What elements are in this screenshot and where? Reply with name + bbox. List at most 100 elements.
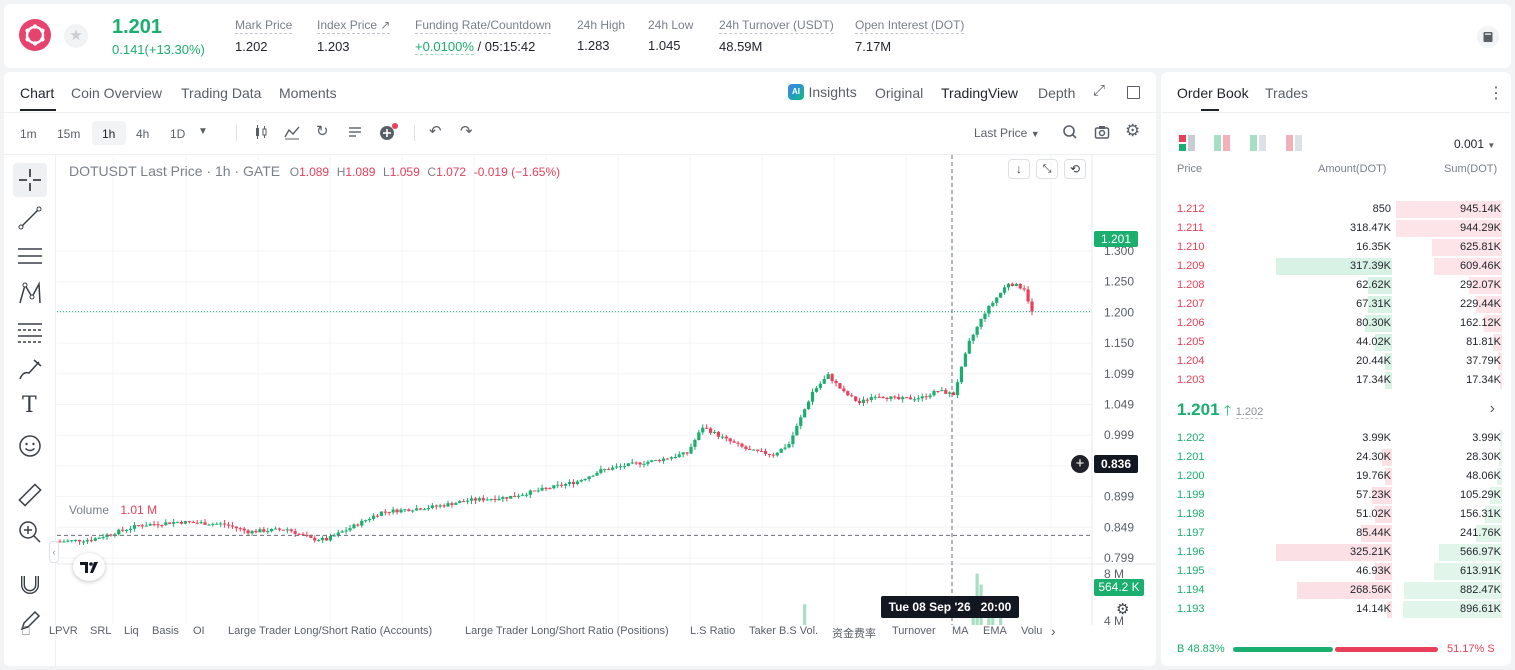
indicator-ls-positions[interactable]: Large Trader Long/Short Ratio (Positions… [465, 625, 669, 637]
candle-up [438, 505, 442, 507]
bid-row[interactable]: 1.196 325.21K 566.97K [1161, 543, 1511, 562]
candle-down [728, 438, 732, 442]
tab-chart[interactable]: Chart [20, 85, 55, 101]
templates-icon[interactable] [347, 124, 363, 145]
indicator-lpvr[interactable]: LPVR [49, 625, 78, 637]
interval-15m[interactable]: 15m [57, 127, 81, 141]
indicator-volume[interactable]: Volu [1021, 625, 1043, 637]
bid-sum: 566.97K [1460, 546, 1501, 558]
mid-price-row[interactable]: 1.201 🡑 1.202 › [1177, 400, 1495, 422]
ask-row[interactable]: 1.208 62.62K 292.07K [1161, 276, 1511, 295]
ask-row[interactable]: 1.203 17.34K 17.34K [1161, 371, 1511, 390]
crosshair-icon[interactable] [13, 163, 47, 197]
ask-row[interactable]: 1.205 44.02K 81.81K [1161, 333, 1511, 352]
notebook-icon[interactable] [1477, 26, 1499, 48]
ask-row[interactable]: 1.204 20.44K 37.79K [1161, 352, 1511, 371]
undo-icon[interactable]: ↶ [429, 123, 442, 140]
indicators-icon[interactable] [284, 124, 300, 145]
interval-1h-active[interactable] [92, 121, 126, 145]
tab-trades[interactable]: Trades [1265, 85, 1309, 101]
index-price-link[interactable]: Index Price ↗ [317, 18, 391, 34]
replay-icon[interactable]: ↻ [316, 123, 329, 140]
expand-icon[interactable]: ⤢ [1093, 82, 1106, 99]
indicator-liq[interactable]: Liq [124, 625, 139, 637]
view-tradingview[interactable]: TradingView [941, 85, 1019, 101]
scroll-to-latest-icon[interactable]: ↓ [1008, 159, 1030, 179]
view-asks-icon[interactable] [1286, 135, 1302, 156]
redo-icon[interactable]: ↷ [460, 123, 473, 140]
fib-icon[interactable] [17, 319, 43, 350]
ask-row[interactable]: 1.211 318.47K 944.29K [1161, 219, 1511, 238]
view-both-alt-icon[interactable] [1214, 135, 1230, 156]
window-icon[interactable] [1127, 86, 1140, 99]
interval-4h[interactable]: 4h [136, 127, 150, 141]
bid-row[interactable]: 1.202 3.99K 3.99K [1161, 429, 1511, 448]
insights-tab[interactable]: AI Insights [788, 83, 857, 101]
tab-order-book[interactable]: Order Book [1177, 85, 1249, 101]
text-icon[interactable]: T [22, 393, 37, 418]
bid-row[interactable]: 1.199 57.23K 105.29K [1161, 486, 1511, 505]
reset-chart-icon[interactable]: ⟲ [1064, 159, 1086, 179]
ask-row[interactable]: 1.206 80.30K 162.12K [1161, 314, 1511, 333]
indicator-oi[interactable]: OI [193, 625, 205, 637]
bid-row[interactable]: 1.194 268.56K 882.47K [1161, 581, 1511, 600]
indicator-funding-rate[interactable]: 资金费率 [832, 627, 876, 640]
view-depth[interactable]: Depth [1038, 85, 1076, 101]
emoji-icon[interactable] [17, 433, 43, 464]
favorite-star-icon[interactable]: ★ [64, 24, 88, 48]
ask-row[interactable]: 1.209 317.39K 609.46K [1161, 257, 1511, 276]
tradingview-logo[interactable] [73, 553, 105, 581]
view-original[interactable]: Original [875, 85, 924, 101]
tab-trading-data[interactable]: Trading Data [181, 85, 262, 101]
indicator-ema[interactable]: EMA [983, 625, 1007, 637]
pencil-icon[interactable] [17, 608, 43, 639]
tab-moments[interactable]: Moments [279, 85, 337, 101]
indicator-ma[interactable]: MA [952, 625, 969, 637]
ask-row[interactable]: 1.210 16.35K 625.81K [1161, 238, 1511, 257]
tab-coin-overview[interactable]: Coin Overview [71, 85, 163, 101]
price-chart[interactable]: 1.3001.2501.2001.1501.0991.0490.9990.949… [57, 155, 1156, 625]
add-alert-icon[interactable] [379, 123, 399, 146]
interval-1d[interactable]: 1D [170, 127, 186, 141]
collapse-toolbar-icon[interactable]: ‹ [49, 541, 59, 563]
more-menu-icon[interactable]: ⋮ [1488, 85, 1504, 102]
indicator-turnover[interactable]: Turnover [892, 625, 936, 637]
candle-type-icon[interactable] [253, 124, 269, 145]
view-bids-icon[interactable] [1250, 135, 1266, 156]
bid-row[interactable]: 1.201 24.30K 28.30K [1161, 448, 1511, 467]
view-both-icon[interactable] [1179, 135, 1195, 156]
bid-row[interactable]: 1.197 85.44K 241.76K [1161, 524, 1511, 543]
search-icon[interactable] [1062, 124, 1078, 145]
indicator-taker-vol[interactable]: Taker B.S Vol. [749, 625, 819, 637]
interval-1h[interactable]: 1h [102, 127, 116, 141]
horizontal-lines-icon[interactable] [17, 243, 43, 274]
crosshair-add-icon[interactable]: + [1071, 455, 1089, 473]
settings-gear-icon[interactable]: ⚙ [1125, 121, 1141, 140]
time-axis-settings-icon[interactable]: ⚙ [1116, 601, 1130, 618]
indicator-next-icon[interactable]: › [1051, 623, 1056, 639]
indicator-ls-accounts[interactable]: Large Trader Long/Short Ratio (Accounts) [228, 625, 433, 637]
collapse-arrows-icon[interactable]: ⤡ [1036, 159, 1058, 179]
indicator-basis[interactable]: Basis [152, 625, 179, 637]
indicator-srl[interactable]: SRL [90, 625, 112, 637]
indicator-pencil-icon[interactable]: ⎕ [22, 623, 30, 638]
ruler-icon[interactable] [17, 482, 43, 513]
brush-icon[interactable] [17, 357, 43, 388]
price-type-select[interactable]: Last Price ▼ [974, 126, 1040, 140]
bid-row[interactable]: 1.198 51.02K 156.31K [1161, 505, 1511, 524]
bid-sum: 896.61K [1460, 603, 1501, 615]
bid-row[interactable]: 1.200 19.76K 48.06K [1161, 467, 1511, 486]
trendline-icon[interactable] [17, 205, 43, 236]
camera-icon[interactable] [1094, 124, 1110, 145]
zoom-in-icon[interactable] [17, 519, 43, 550]
bid-row[interactable]: 1.193 14.14K 896.61K [1161, 600, 1511, 619]
interval-dropdown-icon[interactable]: ▼ [198, 126, 208, 137]
pattern-icon[interactable] [17, 281, 43, 312]
magnet-icon[interactable] [17, 570, 43, 601]
ask-row[interactable]: 1.207 67.31K 229.44K [1161, 295, 1511, 314]
bid-row[interactable]: 1.195 46.93K 613.91K [1161, 562, 1511, 581]
ask-row[interactable]: 1.212 850 945.14K [1161, 200, 1511, 219]
interval-1m[interactable]: 1m [20, 127, 37, 141]
indicator-ls-ratio[interactable]: L.S Ratio [690, 625, 736, 637]
precision-select[interactable]: 0.001 ▼ [1454, 137, 1495, 151]
